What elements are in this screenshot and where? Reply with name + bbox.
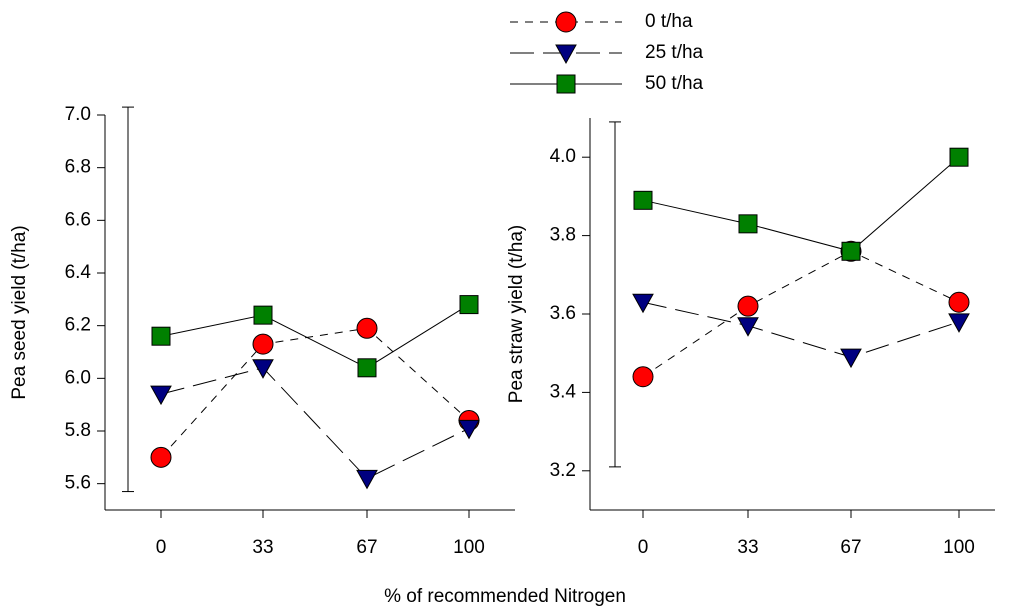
- y-tick-label: 6.0: [65, 367, 91, 388]
- marker: [737, 295, 759, 317]
- x-tick-label: 33: [252, 537, 273, 558]
- y-tick-label: 5.8: [65, 420, 91, 441]
- marker: [948, 291, 970, 313]
- y-tick-label: 3.6: [550, 303, 576, 324]
- marker: [253, 305, 273, 325]
- x-tick-label: 67: [840, 537, 861, 558]
- y-tick-label: 3.4: [550, 381, 577, 402]
- y-tick-label: 6.6: [65, 209, 91, 230]
- marker: [840, 348, 862, 369]
- legend-label: 50 t/ha: [645, 73, 704, 94]
- y-tick-label: 6.2: [65, 315, 91, 336]
- marker: [357, 358, 377, 378]
- x-axis-label: % of recommended Nitrogen: [384, 586, 626, 607]
- marker: [150, 446, 172, 468]
- marker: [150, 385, 172, 406]
- marker: [459, 295, 479, 315]
- series-line: [160, 304, 470, 369]
- legend-marker: [555, 11, 577, 33]
- y-tick-label: 6.8: [65, 157, 91, 178]
- marker: [356, 317, 378, 339]
- series-line: [642, 301, 960, 358]
- y-tick-label: 7.0: [65, 104, 91, 125]
- series-line: [160, 327, 470, 458]
- y-tick-label: 6.4: [65, 262, 92, 283]
- marker: [356, 469, 378, 490]
- y-axis-label: Pea straw yield (t/ha): [506, 225, 527, 403]
- series-line: [642, 250, 960, 378]
- marker: [458, 419, 480, 440]
- y-tick-label: 3.2: [550, 460, 576, 481]
- x-tick-label: 0: [638, 537, 649, 558]
- y-axis-label: Pea seed yield (t/ha): [9, 225, 30, 399]
- marker: [252, 333, 274, 355]
- series-line: [642, 156, 960, 252]
- x-tick-label: 33: [737, 537, 758, 558]
- y-tick-label: 5.6: [65, 473, 91, 494]
- marker: [252, 359, 274, 379]
- x-tick-label: 0: [156, 537, 167, 558]
- marker: [737, 317, 759, 337]
- x-tick-label: 100: [453, 537, 485, 558]
- marker: [738, 214, 758, 234]
- marker: [948, 313, 970, 333]
- marker: [633, 190, 653, 210]
- x-tick-label: 67: [356, 537, 377, 558]
- x-tick-label: 100: [943, 537, 975, 558]
- marker: [949, 147, 969, 167]
- legend-label: 25 t/ha: [645, 42, 704, 63]
- marker: [632, 293, 654, 314]
- series-line: [160, 367, 470, 480]
- legend-marker: [555, 44, 577, 65]
- marker: [632, 366, 654, 388]
- marker: [151, 326, 171, 346]
- y-tick-label: 3.8: [550, 225, 576, 246]
- marker: [841, 241, 861, 261]
- legend-label: 0 t/ha: [645, 11, 693, 32]
- y-tick-label: 4.0: [550, 146, 576, 167]
- legend-marker: [556, 74, 576, 94]
